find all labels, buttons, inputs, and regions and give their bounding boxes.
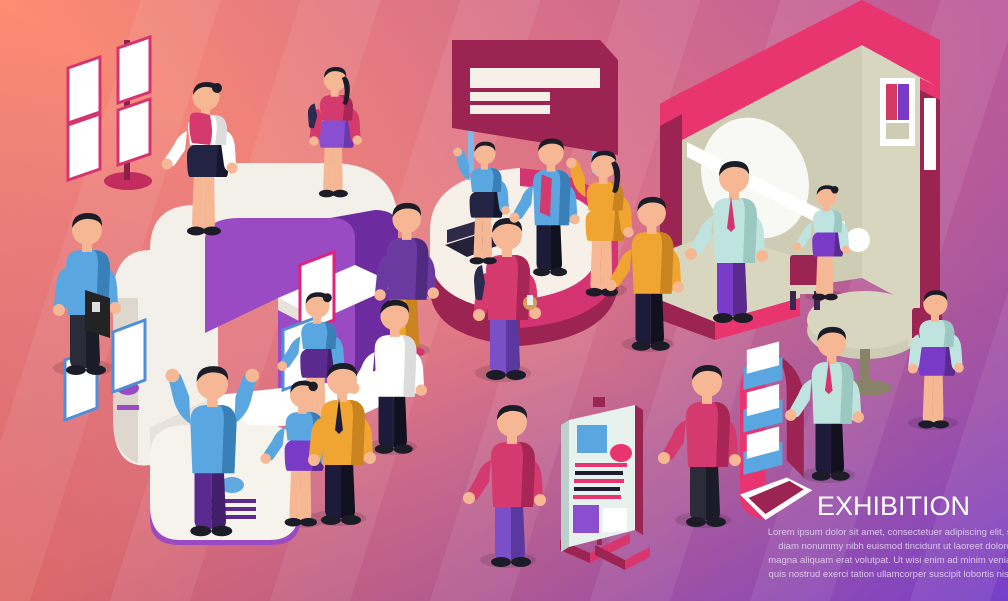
svg-text:EXHIBITION: EXHIBITION [817, 491, 970, 521]
svg-text:magna aliquam erat volutpat. U: magna aliquam erat volutpat. Ut wisi eni… [768, 555, 1008, 566]
svg-text:diam nonummy nibh euismod tinc: diam nonummy nibh euismod tincidunt ut l… [778, 541, 1008, 552]
svg-text:Lorem ipsum dolor sit amet, co: Lorem ipsum dolor sit amet, consectetuer… [768, 527, 1008, 538]
svg-text:quis nostrud exerci tation ull: quis nostrud exerci tation ullamcorper s… [769, 569, 1008, 580]
